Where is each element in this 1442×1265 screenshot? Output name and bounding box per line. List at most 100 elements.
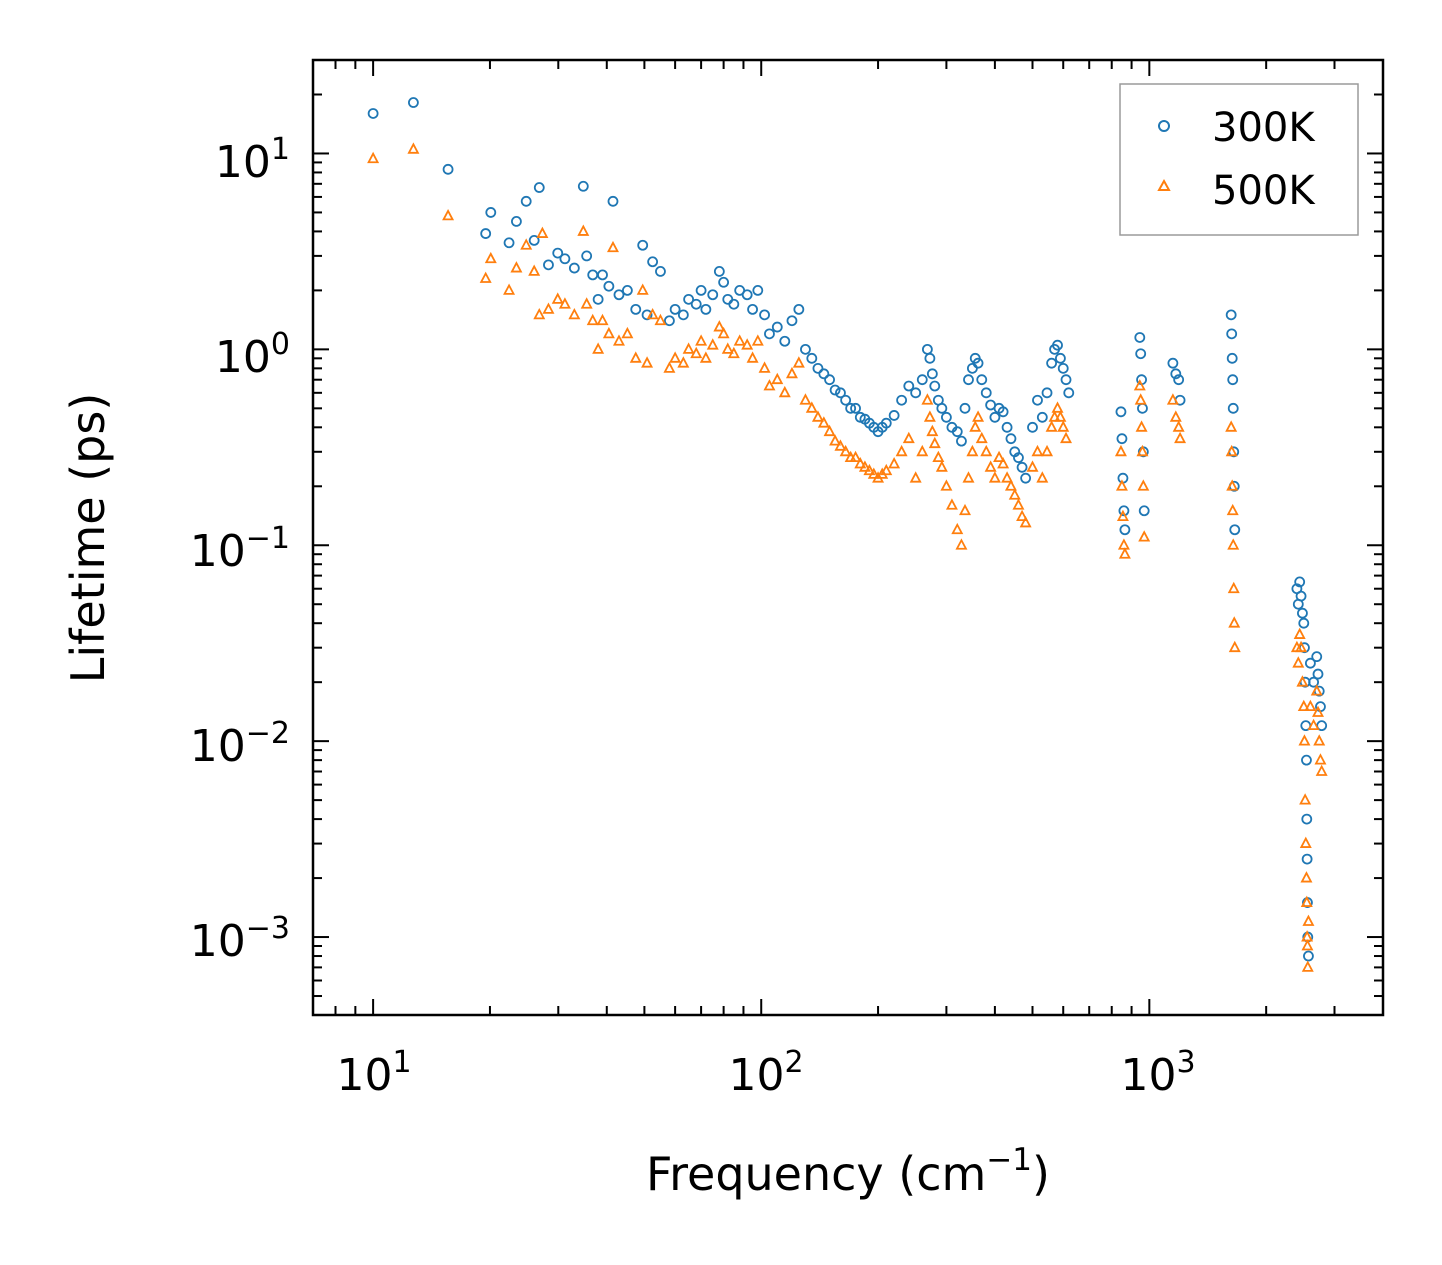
data-point-500k [1174, 431, 1187, 444]
data-point-300k [771, 321, 783, 333]
data-point-300k [1227, 402, 1239, 414]
data-point-500k [902, 431, 915, 444]
data-point-500k [442, 208, 455, 221]
data-point-300k [1060, 374, 1072, 386]
data-point-500k [1228, 640, 1241, 653]
data-point-500k [602, 326, 615, 339]
data-point-500k [746, 351, 759, 363]
data-point-300k [637, 239, 649, 251]
data-point-300k [718, 276, 730, 288]
data-point-500k [799, 393, 812, 405]
data-point-500k [823, 424, 836, 437]
data-point-300k [1167, 357, 1179, 369]
data-point-500k [646, 307, 659, 320]
data-point-500k [733, 334, 746, 346]
data-point-500k [520, 238, 533, 250]
data-point-300k [824, 374, 835, 386]
data-point-300k [806, 352, 818, 364]
data-point-300k [559, 253, 571, 265]
data-point-500k [1048, 410, 1061, 422]
data-point-500k [817, 416, 830, 428]
data-point-500k [1116, 509, 1129, 522]
data-point-500k [695, 334, 708, 346]
data-point-500k [988, 471, 1001, 483]
data-point-300k [630, 303, 642, 315]
data-point-500k [663, 361, 676, 373]
data-point-500k [1004, 479, 1017, 491]
data-point-500k [580, 297, 593, 309]
data-point-300k [1063, 387, 1075, 399]
data-point-500k [586, 313, 599, 326]
data-point-500k [510, 261, 523, 273]
data-point-300k [926, 368, 938, 380]
data-point-300k [1013, 452, 1024, 464]
data-point-500k [713, 320, 726, 332]
data-point-300k [1052, 339, 1063, 351]
data-point-300k [641, 309, 653, 321]
data-point-500k [558, 297, 571, 309]
data-point-500k [536, 226, 549, 238]
series-layer [367, 97, 1328, 972]
data-point-300k [818, 368, 830, 380]
data-point-500k [771, 372, 784, 385]
data-point-500k [677, 356, 690, 368]
data-point-300k [713, 266, 725, 277]
data-point-500k [1226, 503, 1239, 516]
data-point-500k [980, 444, 993, 457]
data-point-300k [511, 215, 522, 227]
data-point-500k [849, 450, 862, 463]
data-point-500k [1115, 479, 1128, 491]
legend-frame [1119, 83, 1359, 236]
data-point-500k [1226, 479, 1239, 491]
data-point-500k [1298, 734, 1311, 746]
data-point-500k [834, 439, 847, 451]
data-point-500k [1117, 538, 1130, 550]
data-point-300k [1301, 853, 1313, 865]
data-point-500k [763, 379, 776, 391]
data-point-500k [1227, 538, 1240, 550]
data-point-500k [367, 151, 380, 164]
data-point-300k [1301, 813, 1313, 825]
data-point-300k [1027, 421, 1038, 433]
data-point-500k [863, 463, 876, 476]
data-point-300k [1308, 676, 1320, 688]
data-point-500k [921, 393, 934, 405]
data-point-300k [1298, 617, 1310, 629]
data-point-300k [951, 426, 963, 438]
data-point-500k [1031, 444, 1044, 457]
data-point-300k [1294, 576, 1306, 588]
data-point-500k [1315, 764, 1328, 776]
data-point-500k [721, 342, 734, 354]
series-300k [367, 97, 1328, 962]
data-point-300k [1312, 668, 1324, 680]
data-point-300k [880, 417, 892, 429]
data-point-500k [1136, 444, 1149, 457]
data-point-300k [896, 394, 908, 406]
data-point-300k [1297, 607, 1308, 619]
data-point-300k [695, 284, 707, 296]
data-point-500k [479, 271, 492, 283]
data-point-500k [997, 457, 1010, 469]
data-point-300k [972, 357, 984, 369]
data-point-300k [528, 234, 540, 246]
data-point-300k [929, 380, 941, 392]
data-point-300k [408, 97, 419, 108]
data-point-300k [1020, 472, 1032, 484]
data-point-500k [1118, 547, 1131, 559]
data-point-500k [1299, 793, 1312, 805]
data-point-300k [956, 435, 967, 447]
data-point-500k [551, 292, 564, 304]
plot-frame [311, 58, 1385, 1017]
data-point-300k [1116, 433, 1128, 445]
data-point-300k [747, 303, 758, 315]
data-point-300k [752, 284, 764, 296]
data-point-500k [1304, 699, 1317, 712]
data-point-500k [909, 471, 922, 483]
data-point-300k [367, 108, 379, 119]
data-point-300k [669, 303, 681, 315]
data-point-300k [910, 387, 922, 399]
data-point-300k [442, 163, 454, 175]
data-point-500k [888, 457, 901, 469]
data-point-300k [1303, 950, 1314, 962]
